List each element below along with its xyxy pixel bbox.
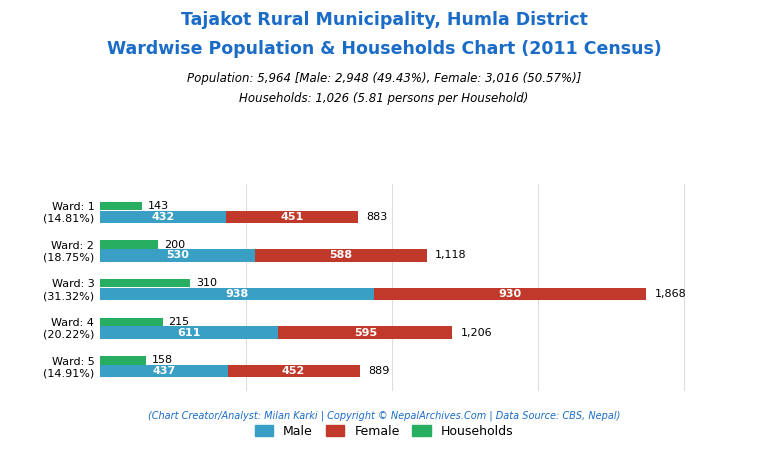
Text: 200: 200 bbox=[164, 240, 185, 250]
Text: 883: 883 bbox=[366, 212, 388, 222]
Bar bbox=[278, 326, 452, 339]
Text: Population: 5,964 [Male: 2,948 (49.43%), Female: 3,016 (50.57%)]: Population: 5,964 [Male: 2,948 (49.43%),… bbox=[187, 72, 581, 85]
Text: 889: 889 bbox=[369, 366, 390, 376]
Text: Wardwise Population & Households Chart (2011 Census): Wardwise Population & Households Chart (… bbox=[107, 40, 661, 58]
Bar bbox=[100, 317, 163, 326]
Bar bbox=[100, 240, 158, 249]
Bar bbox=[100, 288, 374, 300]
Bar bbox=[227, 365, 359, 377]
Text: 310: 310 bbox=[197, 278, 217, 288]
Text: 432: 432 bbox=[151, 212, 174, 222]
Bar bbox=[100, 279, 190, 287]
Bar bbox=[100, 202, 141, 210]
Text: Tajakot Rural Municipality, Humla District: Tajakot Rural Municipality, Humla Distri… bbox=[180, 11, 588, 29]
Text: 437: 437 bbox=[152, 366, 175, 376]
Text: (Chart Creator/Analyst: Milan Karki | Copyright © NepalArchives.Com | Data Sourc: (Chart Creator/Analyst: Milan Karki | Co… bbox=[147, 411, 621, 421]
Bar bbox=[100, 211, 226, 223]
Text: 530: 530 bbox=[166, 251, 189, 260]
Text: Households: 1,026 (5.81 persons per Household): Households: 1,026 (5.81 persons per Hous… bbox=[240, 92, 528, 105]
Text: 938: 938 bbox=[225, 289, 249, 299]
Text: 588: 588 bbox=[329, 251, 353, 260]
Text: 451: 451 bbox=[280, 212, 303, 222]
Text: 611: 611 bbox=[177, 328, 200, 338]
Text: 143: 143 bbox=[147, 201, 169, 211]
Text: 1,118: 1,118 bbox=[435, 251, 467, 260]
Bar bbox=[374, 288, 646, 300]
Text: 595: 595 bbox=[354, 328, 377, 338]
Bar bbox=[226, 211, 358, 223]
Text: 158: 158 bbox=[152, 356, 173, 365]
Bar bbox=[255, 249, 426, 261]
Bar bbox=[100, 249, 255, 261]
Text: 1,868: 1,868 bbox=[654, 289, 687, 299]
Text: 1,206: 1,206 bbox=[461, 328, 492, 338]
Text: 452: 452 bbox=[282, 366, 305, 376]
Text: 215: 215 bbox=[168, 317, 190, 327]
Bar bbox=[100, 365, 227, 377]
Bar bbox=[100, 326, 278, 339]
Legend: Male, Female, Households: Male, Female, Households bbox=[250, 420, 518, 443]
Bar bbox=[100, 356, 146, 365]
Text: 930: 930 bbox=[498, 289, 521, 299]
